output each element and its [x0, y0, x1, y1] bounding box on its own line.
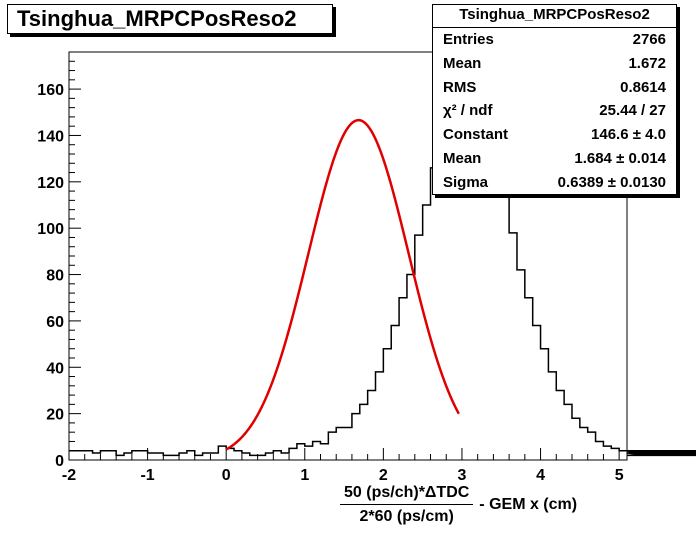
- stats-label: Sigma: [443, 173, 489, 191]
- x-tick-label: 5: [615, 467, 624, 484]
- x-axis-label-denominator: 2*60 (ps/cm): [359, 508, 454, 525]
- y-tick-label: 140: [37, 128, 64, 145]
- stats-value: 0.8614: [620, 78, 666, 96]
- stats-box: Tsinghua_MRPCPosReso2 Entries 2766 Mean 1.6…: [432, 4, 677, 195]
- x-axis-label-suffix: - GEM x (cm): [479, 496, 578, 513]
- stats-rows: Entries 2766 Mean 1.672 RMS 0.8614 χ² / ndf 25.…: [433, 28, 676, 195]
- y-tick-label: 120: [37, 175, 64, 192]
- stats-row: Entries 2766: [433, 28, 676, 52]
- stats-label: RMS: [443, 78, 477, 96]
- y-tick-label: 60: [46, 314, 64, 331]
- stats-row: RMS 0.8614: [433, 76, 676, 100]
- stats-value: 25.44 / 27: [599, 102, 666, 120]
- x-axis: -2 -1 0 1 2 3 4 5: [62, 448, 624, 484]
- stats-label: Mean: [443, 149, 482, 167]
- x-tick-label: 1: [300, 467, 309, 484]
- stats-value: 146.6 ± 4.0: [591, 126, 666, 144]
- x-axis-label-fraction: 50 (ps/ch)*ΔTDC 2*60 (ps/cm): [340, 484, 474, 526]
- stats-row: Constant 146.6 ± 4.0: [433, 123, 676, 147]
- x-tick-label: 0: [222, 467, 231, 484]
- stats-value: 1.684 ± 0.014: [574, 149, 666, 167]
- stats-value: 1.672: [628, 54, 666, 72]
- x-tick-label: -2: [62, 467, 76, 484]
- stats-row: Mean 1.684 ± 0.014: [433, 147, 676, 171]
- y-tick-label: 0: [55, 453, 64, 470]
- stats-label: Mean: [443, 54, 482, 72]
- y-axis: 0 20 40 60 80 100 120 140 160: [37, 60, 81, 470]
- stats-row: Sigma 0.6389 ± 0.0130: [433, 171, 676, 195]
- y-tick-label: 40: [46, 360, 64, 377]
- x-tick-label: -1: [140, 467, 154, 484]
- stats-row: χ² / ndf 25.44 / 27: [433, 99, 676, 123]
- x-axis-label: 50 (ps/ch)*ΔTDC 2*60 (ps/cm) - GEM x (cm…: [340, 484, 577, 526]
- x-tick-label: 2: [379, 467, 388, 484]
- stats-label: Entries: [443, 31, 494, 48]
- x-tick-label: 3: [458, 467, 467, 484]
- x-axis-label-numerator: 50 (ps/ch)*ΔTDC: [340, 484, 474, 505]
- y-tick-label: 20: [46, 407, 64, 424]
- y-tick-label: 100: [37, 221, 64, 238]
- gaussian-fit-curve: [225, 118, 460, 451]
- stats-title: Tsinghua_MRPCPosReso2: [433, 5, 676, 28]
- stats-value: 0.6389 ± 0.0130: [557, 173, 666, 191]
- x-tick-label: 4: [536, 467, 545, 484]
- stats-label: Constant: [443, 126, 508, 144]
- y-tick-label: 160: [37, 82, 64, 99]
- stats-label: χ² / ndf: [443, 102, 493, 120]
- chart-title: Tsinghua_MRPCPosReso2: [7, 4, 333, 34]
- stats-value: 2766: [632, 31, 666, 48]
- gaussian-fit-series: [225, 118, 460, 451]
- y-tick-label: 80: [46, 268, 64, 285]
- stats-row: Mean 1.672: [433, 52, 676, 76]
